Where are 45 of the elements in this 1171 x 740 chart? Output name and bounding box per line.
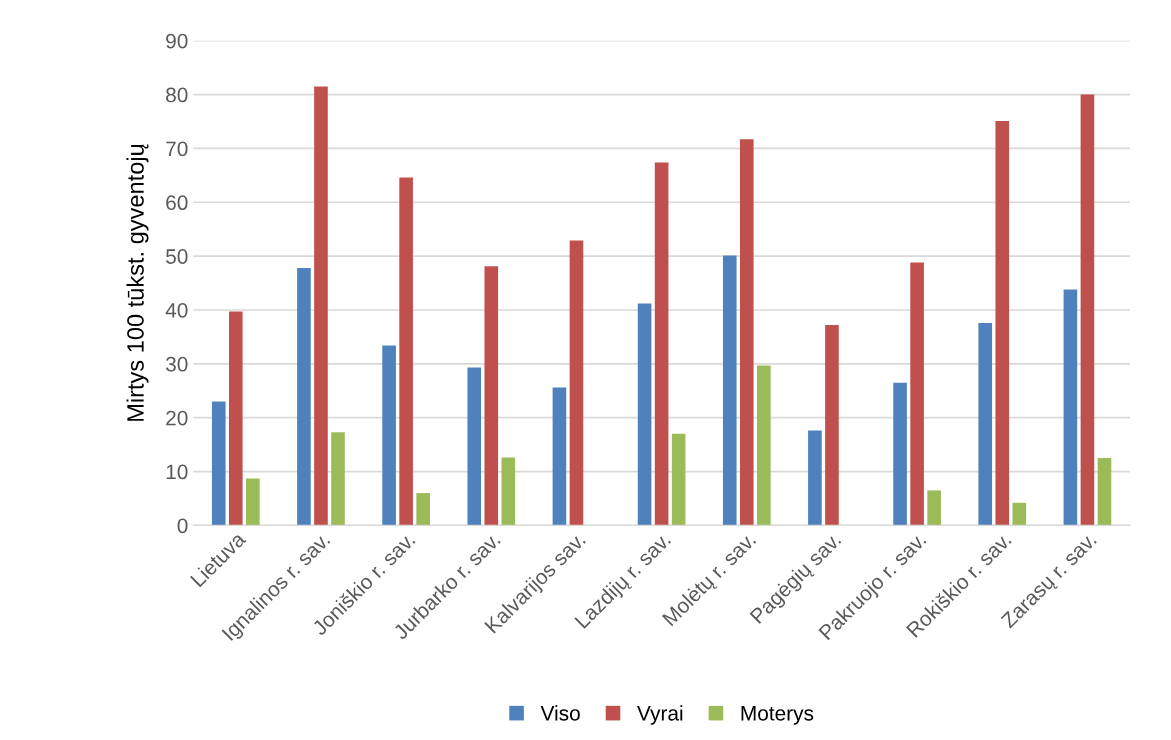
- y-tick-label: 0: [177, 518, 188, 534]
- bar: [297, 267, 311, 526]
- bar: [1063, 289, 1078, 526]
- bar: [211, 401, 226, 526]
- legend-label: Moterys: [741, 706, 814, 725]
- bar: [382, 345, 396, 526]
- bar: [467, 367, 482, 526]
- bar: [654, 162, 669, 526]
- bar: [1097, 458, 1112, 526]
- y-tick-label: 60: [166, 195, 188, 211]
- bar: [995, 120, 1010, 526]
- y-tick-label: 30: [165, 356, 188, 372]
- bar: [228, 311, 243, 526]
- bar: [910, 262, 924, 526]
- bar: [637, 303, 652, 526]
- y-tick-label: 80: [166, 87, 188, 103]
- bar: [484, 266, 499, 526]
- y-tick-label: 40: [165, 302, 188, 318]
- bar: [757, 365, 771, 526]
- bar: [739, 139, 754, 526]
- bar: [1080, 94, 1095, 526]
- bar: [978, 322, 993, 526]
- bar: [314, 86, 328, 526]
- legend-label: Vyrai: [637, 705, 683, 725]
- bar: [399, 177, 413, 526]
- bar: [808, 430, 822, 526]
- y-tick-label: 10: [166, 464, 188, 480]
- bar: [825, 325, 839, 526]
- bar: [501, 457, 516, 526]
- y-axis-title: Mirtys 100 tūkst. gyventojų: [126, 144, 149, 421]
- legend-label: Viso: [540, 705, 580, 721]
- y-tick-label: 70: [166, 141, 188, 157]
- bar: [331, 432, 345, 526]
- bar: [1012, 502, 1027, 526]
- bar: [552, 387, 567, 526]
- bar: [893, 382, 907, 526]
- bar: [246, 478, 260, 526]
- bar: [416, 493, 430, 526]
- bar: [569, 240, 584, 526]
- bar: [722, 255, 737, 526]
- y-tick-label: 90: [166, 33, 188, 49]
- bar: [927, 490, 941, 526]
- y-tick-label: 20: [166, 410, 188, 426]
- bar: [671, 433, 686, 526]
- y-tick-label: 50: [166, 249, 188, 264]
